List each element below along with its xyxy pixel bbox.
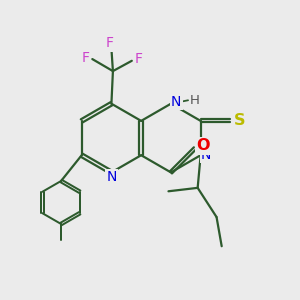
Text: F: F <box>106 36 114 50</box>
Text: H: H <box>190 94 200 107</box>
Text: N: N <box>106 170 117 184</box>
Text: N: N <box>171 95 181 109</box>
Text: S: S <box>234 113 245 128</box>
Text: F: F <box>134 52 142 66</box>
Text: N: N <box>201 148 211 162</box>
Text: O: O <box>196 139 210 154</box>
Text: F: F <box>82 51 90 64</box>
